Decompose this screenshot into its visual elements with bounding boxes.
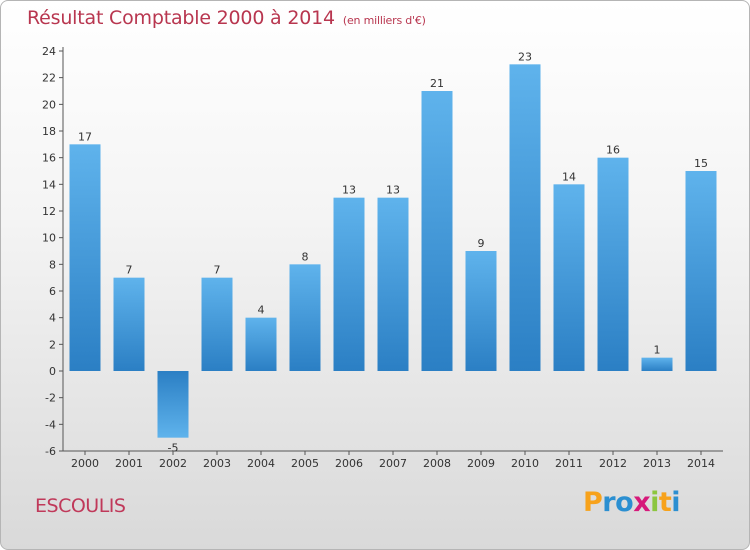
x-tick-label: 2014 xyxy=(687,457,715,470)
bar xyxy=(157,371,189,438)
logo-letter: o xyxy=(615,487,634,518)
x-tick-label: 2000 xyxy=(71,457,99,470)
bar xyxy=(597,157,629,371)
bar-value-label: 7 xyxy=(214,264,221,277)
bar xyxy=(245,317,277,371)
bar-value-label: 1 xyxy=(654,344,661,357)
y-tick-label: 4 xyxy=(49,312,56,325)
bar xyxy=(69,144,101,371)
logo-letter: x xyxy=(633,487,651,518)
proxiti-logo: Proxiti xyxy=(583,487,681,518)
x-tick-label: 2001 xyxy=(115,457,143,470)
x-tick-label: 2013 xyxy=(643,457,671,470)
bar xyxy=(289,264,321,371)
chart-title-text: Résultat Comptable 2000 à 2014 xyxy=(27,7,335,29)
bar xyxy=(465,251,497,371)
x-tick-label: 2006 xyxy=(335,457,363,470)
x-tick-label: 2011 xyxy=(555,457,583,470)
y-tick-label: 20 xyxy=(42,98,56,111)
x-tick-label: 2004 xyxy=(247,457,275,470)
bar-value-label: 4 xyxy=(258,304,265,317)
logo-letter: r xyxy=(602,487,616,518)
bar xyxy=(333,197,365,371)
y-tick-label: -6 xyxy=(45,445,56,458)
bar-value-label: 21 xyxy=(430,77,444,90)
x-tick-label: 2009 xyxy=(467,457,495,470)
bar-value-label: 13 xyxy=(342,184,356,197)
bar-value-label: 9 xyxy=(478,237,485,250)
bar-value-label: 13 xyxy=(386,184,400,197)
bar xyxy=(641,357,673,371)
x-tick-label: 2007 xyxy=(379,457,407,470)
x-tick-label: 2003 xyxy=(203,457,231,470)
x-tick-label: 2012 xyxy=(599,457,627,470)
logo-letter: P xyxy=(583,487,603,518)
x-tick-label: 2002 xyxy=(159,457,187,470)
bar-value-label: 7 xyxy=(126,264,133,277)
bar-value-label: 17 xyxy=(78,130,92,143)
y-tick-label: 10 xyxy=(42,232,56,245)
logo-letter: i xyxy=(671,487,681,518)
bar xyxy=(685,171,717,371)
bar-value-label: 16 xyxy=(606,144,620,157)
y-tick-label: 8 xyxy=(49,258,56,271)
bar xyxy=(201,277,233,371)
y-tick-label: 24 xyxy=(42,45,56,58)
bar xyxy=(377,197,409,371)
bar xyxy=(421,91,453,371)
bar-value-label: 15 xyxy=(694,157,708,170)
bar xyxy=(509,64,541,372)
y-tick-label: 6 xyxy=(49,285,56,298)
bar-value-label: 14 xyxy=(562,170,576,183)
y-tick-label: -2 xyxy=(45,392,56,405)
bar-value-label: 23 xyxy=(518,50,532,63)
chart-title: Résultat Comptable 2000 à 2014 (en millie… xyxy=(27,7,426,29)
bar-value-label: 8 xyxy=(302,250,309,263)
y-tick-label: 14 xyxy=(42,178,56,191)
logo-letter: i xyxy=(650,487,659,518)
y-tick-label: 18 xyxy=(42,125,56,138)
commune-name: ESCOULIS xyxy=(35,495,126,517)
y-tick-label: 0 xyxy=(49,365,56,378)
x-tick-label: 2005 xyxy=(291,457,319,470)
y-tick-label: 22 xyxy=(42,72,56,85)
bar xyxy=(553,184,585,371)
y-tick-label: -4 xyxy=(45,418,56,431)
y-tick-label: 2 xyxy=(49,338,56,351)
bar xyxy=(113,277,145,371)
y-tick-label: 12 xyxy=(42,205,56,218)
chart-subtitle: (en milliers d'€) xyxy=(342,14,426,27)
x-tick-label: 2010 xyxy=(511,457,539,470)
y-tick-label: 16 xyxy=(42,152,56,165)
logo-letter: t xyxy=(658,487,672,518)
x-tick-label: 2008 xyxy=(423,457,451,470)
bar-value-label: -5 xyxy=(168,442,179,455)
